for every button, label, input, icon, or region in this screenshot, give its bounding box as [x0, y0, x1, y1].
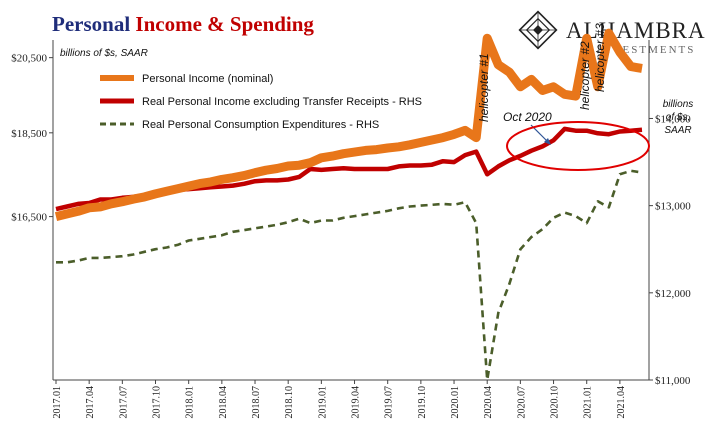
legend-label-real-pce: Real Personal Consumption Expenditures -… — [142, 119, 379, 131]
right-tick-label: $13,000 — [655, 201, 691, 213]
legend-label-real-income: Real Personal Income excluding Transfer … — [142, 96, 422, 108]
diamond-logo-icon — [518, 10, 558, 50]
x-tick-label: 2018.07 — [251, 386, 262, 419]
legend-item-real-pce: Real Personal Consumption Expenditures -… — [100, 119, 379, 131]
annotation-helicopter-2: helicopter #2 — [578, 41, 592, 110]
x-tick-label: 2020.01 — [450, 386, 461, 419]
right-axis-units-line-3: SAAR — [664, 125, 691, 136]
legend-item-personal-income: Personal Income (nominal) — [100, 73, 273, 85]
x-tick-label: 2021.04 — [616, 386, 627, 419]
right-axis-ticks: $14,000 $13,000 $12,000 $11,000 — [649, 113, 691, 387]
right-axis-units-line-1: billions — [663, 99, 694, 110]
x-tick-label: 2020.07 — [516, 386, 527, 419]
x-tick-label: 2017.01 — [52, 386, 63, 419]
series-layer — [54, 28, 643, 382]
title-part-1: Personal — [52, 12, 135, 36]
x-tick-label: 2017.07 — [118, 386, 129, 419]
left-axis-units: billions of $s, SAAR — [60, 48, 148, 59]
x-tick-label: 2020.10 — [550, 386, 561, 419]
legend: Personal Income (nominal) Real Personal … — [100, 73, 422, 131]
x-tick-label: 2018.10 — [284, 386, 295, 419]
series-real-pce-line — [56, 169, 643, 382]
x-tick-label: 2021.01 — [583, 386, 594, 419]
annotation-helicopter-1: helicopter #1 — [477, 53, 491, 122]
series-personal-income-line — [54, 28, 643, 221]
chart-title: Personal Income & Spending — [52, 12, 314, 36]
legend-label-personal-income: Personal Income (nominal) — [142, 73, 273, 85]
x-tick-label: 2017.04 — [85, 386, 96, 419]
left-tick-label: $20,500 — [11, 53, 47, 65]
right-tick-label: $11,000 — [655, 375, 691, 387]
x-tick-label: 2017.10 — [152, 386, 163, 419]
x-tick-label: 2018.01 — [185, 386, 196, 419]
annotation-oct-2020: Oct 2020 — [503, 110, 552, 124]
x-axis-ticks: 2017.01 2017.04 2017.07 2017.10 2018.01 2018.… — [52, 380, 627, 419]
x-tick-label: 2020.04 — [483, 386, 494, 419]
highlight-ellipse — [506, 121, 650, 171]
right-axis-units-line-2: of $s, — [666, 112, 690, 123]
right-tick-label: $14,000 — [655, 113, 691, 125]
x-tick-label: 2019.04 — [351, 386, 362, 419]
left-tick-label: $16,500 — [11, 212, 47, 224]
annotation-arrow-head — [544, 138, 551, 145]
left-tick-label: $18,500 — [11, 128, 47, 140]
right-tick-label: $12,000 — [655, 288, 691, 300]
x-tick-label: 2019.01 — [317, 386, 328, 419]
title-part-2: Income & Spending — [135, 12, 314, 36]
annotation-helicopter-3: helicopter #3 — [593, 23, 607, 92]
x-tick-label: 2019.10 — [417, 386, 428, 419]
left-axis-ticks: $20,500 $18,500 $16,500 — [11, 53, 53, 224]
legend-item-real-income: Real Personal Income excluding Transfer … — [100, 96, 422, 108]
x-tick-label: 2018.04 — [218, 386, 229, 419]
x-tick-label: 2019.07 — [384, 386, 395, 419]
